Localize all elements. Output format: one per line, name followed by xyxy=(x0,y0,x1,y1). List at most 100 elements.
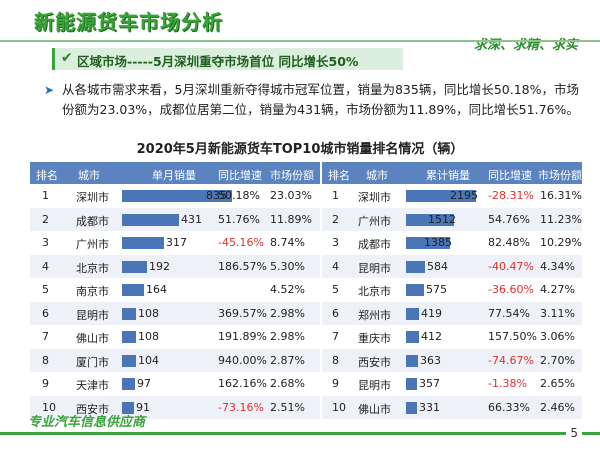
rank-cell: 5 xyxy=(42,283,49,296)
sales-value: 91 xyxy=(136,400,150,414)
rank-cell: 4 xyxy=(42,259,49,273)
rank-cell: 10 xyxy=(42,400,56,414)
table-header: 排名 城市 单月销量 同比增速 市场份额 xyxy=(30,162,320,184)
sales-value: 331 xyxy=(419,400,440,414)
city-cell: 昆明市 xyxy=(358,379,391,392)
slogan: 求深、求精、求实 xyxy=(473,38,578,53)
sales-bar xyxy=(406,260,425,273)
sales-value: 164 xyxy=(146,283,167,296)
city-cell: 北京市 xyxy=(358,285,391,298)
header-bar: 新能源货车市场分析 xyxy=(0,0,600,40)
sales-value: 363 xyxy=(420,353,441,367)
growth-cell: 162.16% xyxy=(218,377,267,390)
growth-cell: -1.38% xyxy=(488,377,527,390)
growth-cell: 51.76% xyxy=(218,212,260,226)
summary-paragraph: ➤ 从各城市需求来看，5月深圳重新夺得城市冠军位置，销量为835辆，同比增长50… xyxy=(44,80,582,120)
rank-cell: 5 xyxy=(332,283,339,296)
table-row: 6 昆明市 108 369.57% 2.98% xyxy=(30,301,320,325)
city-cell: 广州市 xyxy=(358,214,391,228)
city-cell: 昆明市 xyxy=(76,308,109,322)
growth-cell: -73.16% xyxy=(218,400,264,414)
city-cell: 南京市 xyxy=(76,285,109,298)
sales-value: 2195 xyxy=(450,189,478,202)
growth-cell: -36.60% xyxy=(488,283,534,296)
header-share: 市场份额 xyxy=(538,169,582,182)
sales-value: 575 xyxy=(426,283,447,296)
sales-bar xyxy=(122,354,136,367)
table-row: 7 佛山市 108 191.89% 2.98% xyxy=(30,325,320,349)
city-cell: 成都市 xyxy=(76,214,109,228)
sales-bar xyxy=(406,331,419,343)
share-cell: 2.87% xyxy=(270,353,305,367)
sales-bar xyxy=(122,284,144,296)
table-row: 7 重庆市 412 157.50% 3.06% xyxy=(322,325,582,349)
sales-value: 317 xyxy=(166,236,187,249)
table-row: 2 广州市 1512 54.76% 11.23% xyxy=(322,207,582,231)
sales-bar xyxy=(406,190,476,202)
rank-cell: 6 xyxy=(42,306,49,320)
rank-cell: 7 xyxy=(42,330,49,343)
city-cell: 广州市 xyxy=(76,238,109,251)
header-share: 市场份额 xyxy=(270,169,314,182)
page-title: 新能源货车市场分析 xyxy=(34,10,223,34)
share-cell: 3.06% xyxy=(540,330,575,343)
sales-bar xyxy=(122,401,134,414)
city-cell: 昆明市 xyxy=(358,261,391,275)
table-row: 8 厦门市 104 940.00% 2.87% xyxy=(30,348,320,372)
share-cell: 2.65% xyxy=(540,377,575,390)
banner-text: 区域市场-----5月深圳重夺市场首位 同比增长50% xyxy=(77,54,359,69)
rank-cell: 1 xyxy=(332,189,339,202)
share-cell: 2.98% xyxy=(270,330,305,343)
section-banner: ✔ 区域市场-----5月深圳重夺市场首位 同比增长50% xyxy=(52,48,403,70)
city-cell: 西安市 xyxy=(76,402,109,416)
table-row: 2 成都市 431 51.76% 11.89% xyxy=(30,207,320,231)
table-row: 1 深圳市 835 50.18% 23.03% xyxy=(30,184,320,208)
share-cell: 2.70% xyxy=(540,353,575,367)
table-row: 6 郑州市 419 77.54% 3.11% xyxy=(322,301,582,325)
header-city: 城市 xyxy=(78,169,100,182)
monthly-sales-table: 排名 城市 单月销量 同比增速 市场份额 1 深圳市 835 50.18% 23.03%… xyxy=(30,162,320,419)
share-cell: 3.11% xyxy=(540,306,575,320)
growth-cell: -45.16% xyxy=(218,236,264,249)
share-cell: 10.29% xyxy=(540,236,582,249)
sales-bar xyxy=(122,190,232,202)
growth-cell: 50.18% xyxy=(218,189,260,202)
growth-cell: 54.76% xyxy=(488,212,530,226)
header-growth: 同比增速 xyxy=(218,169,262,182)
growth-cell: 191.89% xyxy=(218,330,267,343)
growth-cell: 186.57% xyxy=(218,259,267,273)
city-cell: 厦门市 xyxy=(76,355,109,369)
rank-cell: 4 xyxy=(332,259,339,273)
page-number: 5 xyxy=(566,426,582,440)
table-row: 9 昆明市 357 -1.38% 2.65% xyxy=(322,372,582,396)
sales-bar xyxy=(122,307,136,320)
table-row: 3 成都市 1385 82.48% 10.29% xyxy=(322,231,582,255)
header-growth: 同比增速 xyxy=(488,169,532,182)
rank-cell: 7 xyxy=(332,330,339,343)
share-cell: 2.98% xyxy=(270,306,305,320)
sales-value: 1512 xyxy=(428,212,456,226)
header-divider xyxy=(0,40,600,42)
sales-value: 431 xyxy=(181,212,202,226)
city-cell: 佛山市 xyxy=(358,402,391,416)
sales-bar xyxy=(122,260,147,273)
header-sales: 单月销量 xyxy=(152,169,196,182)
sales-value: 1385 xyxy=(424,236,452,249)
city-cell: 郑州市 xyxy=(358,308,391,322)
growth-cell: 82.48% xyxy=(488,236,530,249)
rank-cell: 8 xyxy=(42,353,49,367)
sales-value: 108 xyxy=(138,330,159,343)
growth-cell: 940.00% xyxy=(218,353,267,367)
rank-cell: 3 xyxy=(42,236,49,249)
rank-cell: 8 xyxy=(332,353,339,367)
rank-cell: 2 xyxy=(42,212,49,226)
sales-value: 412 xyxy=(421,330,442,343)
brand-tagline: 专业汽车信息供应商 xyxy=(28,415,146,430)
table-row: 8 西安市 363 -74.67% 2.70% xyxy=(322,348,582,372)
rank-cell: 6 xyxy=(332,306,339,320)
city-cell: 北京市 xyxy=(76,261,109,275)
table-row: 5 南京市 164 4.52% xyxy=(30,278,320,302)
share-cell: 11.89% xyxy=(270,212,312,226)
sales-value: 419 xyxy=(421,306,442,320)
rank-cell: 9 xyxy=(42,377,49,390)
